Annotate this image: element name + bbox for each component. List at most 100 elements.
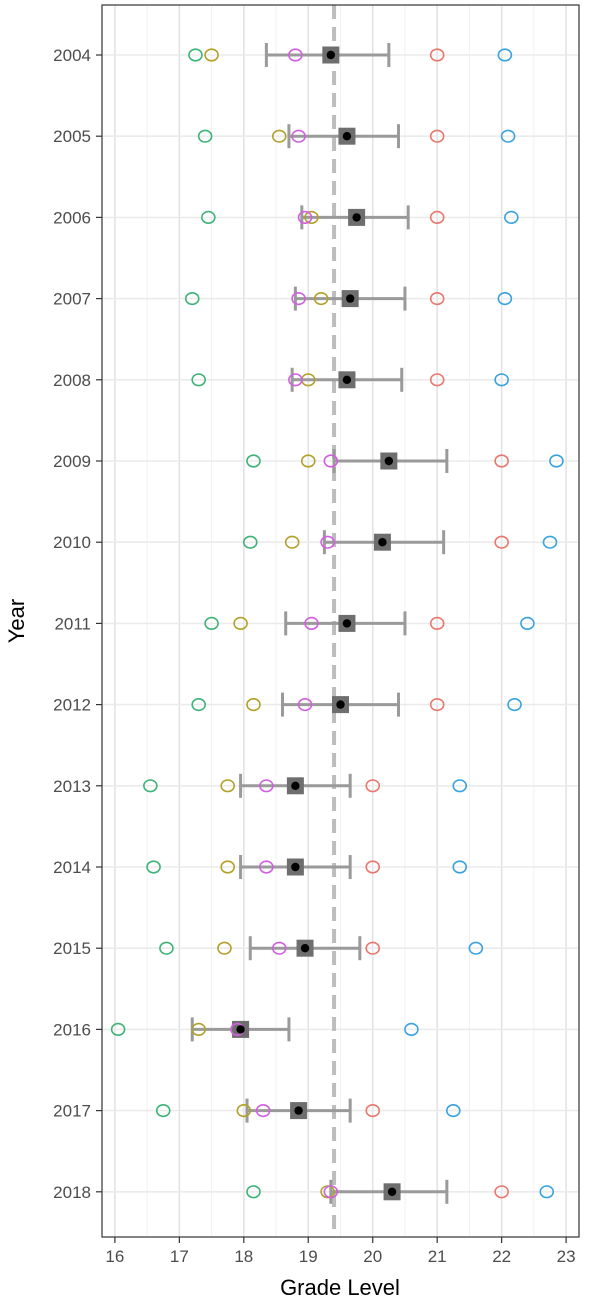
mean-dot-2015 [300, 944, 310, 953]
point-olive-2004 [204, 48, 219, 62]
point-red-2010 [494, 535, 509, 549]
point-green-2012 [191, 697, 206, 712]
point-blue-2017 [446, 1103, 461, 1118]
point-red-2014 [365, 860, 381, 874]
x-tick-label: 22 [492, 1247, 511, 1266]
mean-dot-2007 [345, 294, 355, 303]
point-blue-2015 [468, 941, 484, 955]
point-red-2004 [429, 48, 445, 62]
point-red-2005 [429, 129, 445, 143]
point-magenta-2005 [291, 129, 306, 143]
point-green-2006 [201, 210, 216, 224]
y-tick-label: 2011 [54, 614, 91, 633]
point-red-2007 [429, 292, 445, 306]
point-red-2009 [494, 454, 509, 468]
y-tick-label: 2007 [53, 290, 91, 309]
mean-dot-2005 [342, 132, 352, 141]
x-tick-label: 23 [557, 1247, 576, 1266]
point-blue-2008 [494, 373, 509, 387]
point-magenta-2013 [259, 779, 274, 793]
point-olive-2017 [236, 1103, 252, 1118]
x-tick-label: 17 [170, 1247, 189, 1266]
y-axis-title: Year [4, 599, 29, 643]
point-red-2017 [365, 1103, 381, 1118]
point-magenta-2012 [297, 697, 313, 712]
y-tick-label: 2009 [53, 452, 91, 471]
point-olive-2014 [220, 860, 235, 874]
point-blue-2007 [497, 292, 513, 306]
x-tick-label: 16 [105, 1247, 124, 1266]
point-magenta-2017 [255, 1103, 271, 1118]
point-magenta-2009 [323, 454, 339, 468]
y-tick-label: 2017 [53, 1102, 91, 1121]
y-tick-label: 2014 [53, 858, 91, 877]
point-olive-2010 [284, 535, 300, 549]
mean-dot-2008 [342, 375, 352, 384]
point-green-2009 [246, 454, 261, 468]
point-green-2013 [143, 779, 158, 793]
mean-dot-2012 [336, 700, 345, 709]
y-tick-label: 2008 [53, 371, 91, 390]
data-points [110, 48, 564, 1199]
point-olive-2006 [304, 210, 319, 224]
y-tick-label: 2015 [53, 939, 91, 958]
y-tick-label: 2004 [53, 46, 91, 65]
y-tick-label: 2018 [53, 1183, 91, 1202]
y-tick-label: 2012 [53, 696, 91, 715]
point-magenta-2004 [288, 48, 303, 62]
point-olive-2015 [217, 941, 232, 955]
mean-dot-2009 [384, 456, 394, 466]
point-blue-2012 [507, 697, 522, 712]
point-magenta-2006 [297, 210, 313, 224]
point-green-2010 [242, 535, 258, 549]
y-tick-label: 2010 [53, 533, 91, 552]
point-olive-2005 [271, 129, 287, 143]
point-blue-2009 [549, 454, 564, 468]
point-magenta-2011 [304, 616, 319, 631]
point-olive-2007 [313, 292, 329, 306]
mean-dot-2006 [352, 213, 361, 222]
x-tick-label: 21 [428, 1247, 447, 1266]
x-axis-title: Grade Level [280, 1275, 400, 1300]
y-axis: 2004 2005 2006 2007 2008 2009 2010 2011 2012 2013… [53, 46, 102, 1202]
point-olive-2016 [191, 1022, 206, 1037]
point-olive-2013 [220, 779, 235, 793]
mean-points [236, 50, 397, 1197]
point-red-2006 [429, 210, 445, 224]
point-blue-2018 [539, 1185, 555, 1199]
mean-dot-2010 [378, 538, 387, 547]
point-red-2008 [429, 373, 445, 387]
mean-dot-2004 [326, 50, 336, 60]
point-blue-2016 [404, 1022, 419, 1037]
point-blue-2011 [520, 616, 535, 631]
y-tick-label: 2016 [53, 1020, 91, 1039]
point-blue-2005 [500, 129, 516, 143]
x-tick-label: 19 [299, 1247, 318, 1266]
mean-dot-2017 [294, 1106, 303, 1115]
point-green-2011 [204, 616, 219, 631]
y-tick-label: 2013 [53, 777, 91, 796]
point-green-2014 [146, 860, 161, 874]
point-olive-2009 [300, 454, 316, 468]
mean-dot-2018 [387, 1187, 397, 1197]
point-magenta-2008 [288, 373, 303, 387]
point-magenta-2014 [259, 860, 274, 874]
point-olive-2011 [233, 616, 248, 631]
point-green-2015 [159, 941, 174, 955]
point-magenta-2015 [271, 941, 287, 955]
x-tick-label: 18 [234, 1247, 253, 1266]
point-magenta-2010 [320, 535, 335, 549]
point-green-2007 [184, 292, 200, 306]
mean-dot-2016 [236, 1025, 245, 1034]
point-blue-2010 [542, 535, 558, 549]
y-tick-label: 2005 [53, 127, 91, 146]
point-red-2013 [365, 779, 381, 793]
point-red-2015 [365, 941, 381, 955]
point-green-2016 [110, 1022, 126, 1037]
mean-dot-2014 [291, 862, 300, 872]
point-blue-2004 [497, 48, 513, 62]
point-blue-2006 [504, 210, 519, 224]
point-green-2004 [188, 48, 203, 62]
point-green-2017 [155, 1103, 171, 1118]
